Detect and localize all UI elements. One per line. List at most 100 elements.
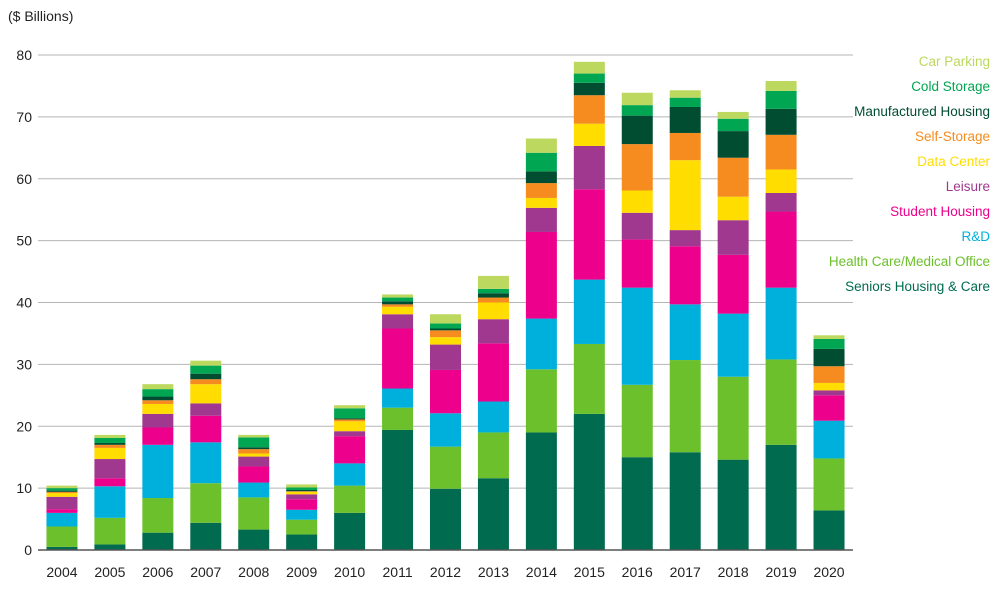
bar-segment [94,517,126,545]
bar-segment [94,434,126,439]
bar-segment [477,432,509,479]
legend-item: Self-Storage [914,129,990,144]
bar-segment [717,111,749,119]
bar-segment [813,348,845,367]
bar-segment [573,61,605,74]
bar-segment [142,389,174,397]
bar-segment [813,458,845,511]
bar-segment [573,123,605,146]
bar-segment [238,529,270,550]
bar-segment [813,420,845,459]
bar-segment [573,279,605,344]
x-tick-label: 2011 [383,564,413,580]
bar-segment [382,407,414,430]
bar-segment [190,360,222,366]
bar-segment [477,293,509,298]
x-tick-label: 2014 [526,564,557,580]
bar-segment [765,90,797,109]
bar-segment [190,403,222,416]
bar-segment [190,442,222,484]
bar-segment [382,429,414,550]
bar-segment [238,497,270,530]
bar-segment [142,444,174,499]
bar-segment [334,512,366,550]
x-tick-label: 2019 [766,564,797,580]
bar-segment [142,403,174,414]
bar-segment [765,359,797,445]
chart-legend: Car Parking Cold Storage Manufactured Hous… [829,52,990,302]
bar-segment [621,384,653,458]
bar-segment [382,314,414,329]
bar-segment [813,339,845,349]
x-tick-label: 2008 [238,564,269,580]
bar-segment [286,489,318,492]
bar-segment [142,498,174,533]
bar-segment [46,526,78,547]
bar-segment [94,442,126,445]
bar-segment [46,546,78,550]
bar-segment [334,405,366,409]
legend-item: Student Housing [890,204,990,219]
bar-segment [430,314,461,324]
y-tick-label: 50 [16,233,32,249]
bar-segment [46,496,78,510]
bar-segment [190,384,222,404]
bar-segment [430,323,461,329]
bar-segment [525,183,557,198]
bar-segment [621,239,653,288]
bar-segment [382,301,414,305]
bar-segment [717,459,749,550]
bar-segment [813,510,845,550]
bar-segment [573,95,605,124]
bar-segment [813,390,845,396]
bar-segment [238,434,270,438]
bar-segment [286,519,318,535]
bar-segment [669,360,701,453]
bar-segment [669,246,701,305]
bar-segment [142,396,174,401]
bar-segment [525,138,557,153]
x-tick-label: 2007 [190,564,221,580]
bar-segment [286,534,318,550]
bar-segment [334,408,366,419]
y-axis-unit-label: ($ Billions) [8,8,74,24]
bar-segment [46,512,78,527]
bar-segment [238,466,270,483]
bar-segment [765,169,797,193]
bar-segment [525,197,557,208]
x-tick-label: 2005 [94,564,125,580]
legend-item: Seniors Housing & Care [845,279,990,294]
bar-segment [477,275,509,289]
bar-segment [382,297,414,302]
bar-segment [430,488,461,550]
bar-segment [286,487,318,490]
bar-segment [142,413,174,428]
bar-segment [94,478,126,487]
bar-segment [286,491,318,492]
legend-item: Cold Storage [911,79,990,94]
bar-segment [669,90,701,98]
legend-item: R&D [961,229,990,244]
bar-segment [190,522,222,550]
bar-segment [334,431,366,437]
bar-segment [46,493,78,497]
bar-segment [525,231,557,319]
bar-segment [669,452,701,550]
bar-segment [765,211,797,288]
bar-segment [573,413,605,550]
bar-segment [621,212,653,240]
bar-segment [525,369,557,433]
bar-segment [334,421,366,432]
bar-segment [717,313,749,377]
y-tick-label: 10 [16,480,32,496]
bar-segment [190,415,222,443]
x-tick-label: 2020 [813,564,844,580]
bar-segment [46,491,78,494]
bar-segment [382,388,414,408]
bar-segment [430,446,461,489]
y-tick-label: 40 [16,295,32,311]
bar-segment [142,384,174,390]
bar-segment [334,419,366,422]
bar-segment [430,337,461,345]
